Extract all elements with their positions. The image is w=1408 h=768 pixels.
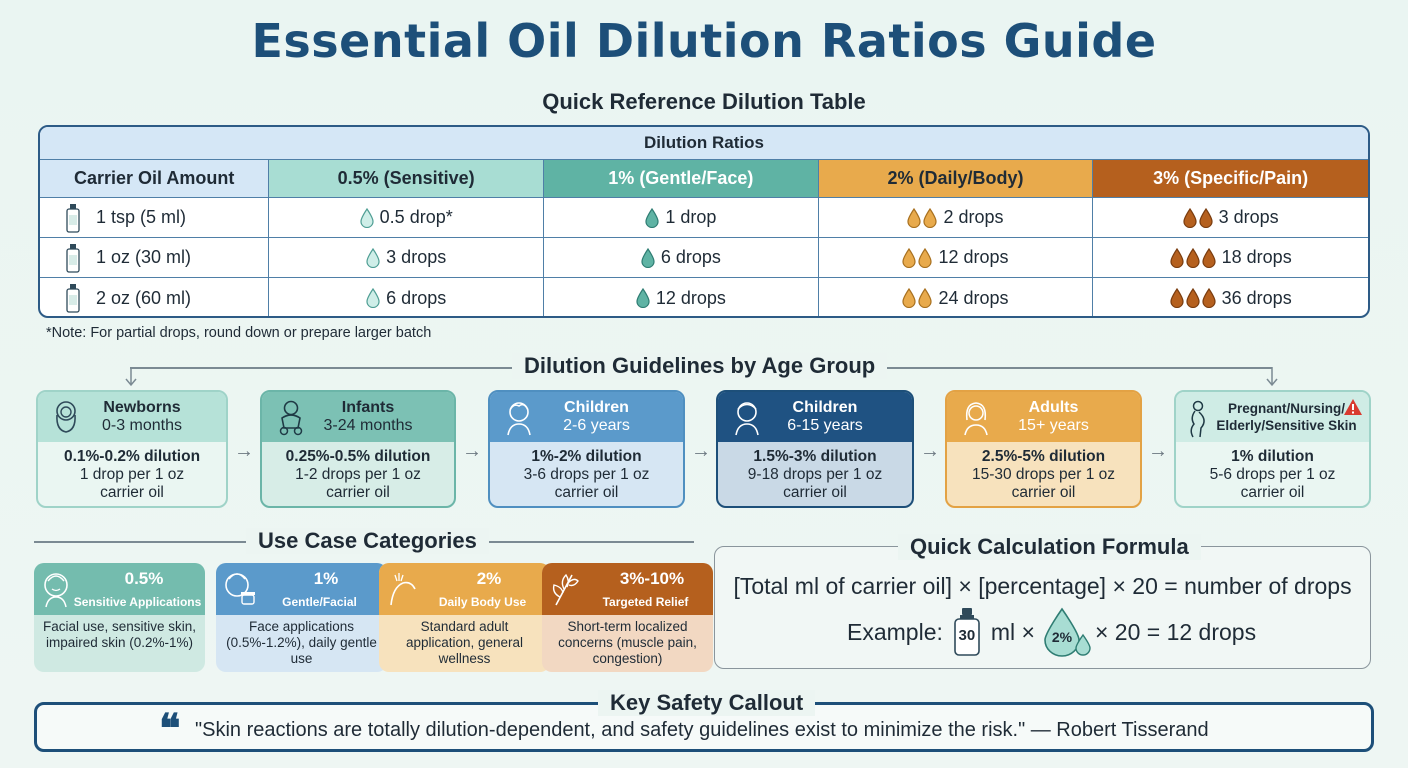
herb-icon bbox=[548, 569, 582, 613]
drops-icon bbox=[1170, 247, 1216, 268]
adult-icon bbox=[961, 400, 991, 441]
use-case-card-daily: 2% Daily Body Use Standard adult applica… bbox=[379, 563, 550, 672]
table-note: *Note: For partial drops, round down or … bbox=[46, 325, 432, 341]
drop-icon bbox=[366, 288, 380, 308]
value-05: 6 drops bbox=[386, 287, 447, 308]
col-header-05: 0.5% (Sensitive) bbox=[269, 160, 544, 198]
arrow-right-icon: → bbox=[920, 440, 940, 462]
table-row: 1 tsp (5 ml) 0.5 drop* 1 drop 2 drops 3 … bbox=[40, 198, 1368, 238]
quote-icon: ❝ bbox=[159, 705, 181, 752]
value-1: 6 drops bbox=[660, 247, 721, 267]
table-group-header: Dilution Ratios bbox=[40, 127, 1368, 160]
body-massage-icon bbox=[385, 569, 419, 613]
arrow-right-icon: → bbox=[462, 440, 482, 462]
table-row: 2 oz (60 ml) 6 drops 12 drops 24 drops 3… bbox=[40, 278, 1368, 316]
child-icon bbox=[504, 400, 534, 441]
bottle-icon bbox=[66, 243, 80, 273]
col-header-3: 3% (Specific/Pain) bbox=[1093, 160, 1368, 198]
col-header-1: 1% (Gentle/Face) bbox=[543, 160, 819, 198]
safety-quote: "Skin reactions are totally dilution-dep… bbox=[195, 719, 1209, 741]
face-care-icon bbox=[40, 569, 74, 613]
page-title: Essential Oil Dilution Ratios Guide bbox=[251, 14, 1157, 68]
infant-icon bbox=[276, 400, 306, 441]
drop-icon bbox=[366, 247, 380, 268]
value-2: 24 drops bbox=[938, 287, 1009, 308]
drops-icon bbox=[1183, 207, 1213, 228]
arrow-right-icon: → bbox=[691, 440, 711, 462]
dilution-table: Dilution Ratios Carrier Oil Amount 0.5% … bbox=[38, 125, 1370, 318]
safety-title: Key Safety Callout bbox=[598, 690, 816, 716]
bottle-icon bbox=[66, 283, 80, 313]
table-title: Quick Reference Dilution Table bbox=[542, 89, 866, 114]
drop-icon bbox=[641, 247, 655, 268]
drop-icon: 2% bbox=[1043, 607, 1091, 657]
carrier-amount: 1 oz (30 ml) bbox=[96, 247, 192, 267]
pregnant-icon bbox=[1186, 400, 1210, 442]
value-3: 36 drops bbox=[1221, 287, 1292, 308]
use-case-card-targeted: 3%-10% Targeted Relief Short-term locali… bbox=[542, 563, 713, 672]
arrow-down-icon bbox=[1266, 367, 1278, 387]
age-card-pregnant-sensitive: Pregnant/Nursing/Elderly/Sensitive Skin … bbox=[1174, 390, 1371, 508]
drop-icon bbox=[360, 207, 374, 228]
value-05: 3 drops bbox=[386, 247, 447, 267]
col-header-2: 2% (Daily/Body) bbox=[818, 160, 1094, 198]
drops-icon bbox=[902, 288, 933, 308]
child-icon bbox=[732, 400, 762, 441]
arrow-right-icon: → bbox=[234, 440, 254, 462]
table-header-row: Carrier Oil Amount 0.5% (Sensitive) 1% (… bbox=[40, 160, 1368, 198]
age-section-title: Dilution Guidelines by Age Group bbox=[512, 353, 888, 379]
age-card-children-older: Children 6-15 years 1.5%-3% dilution 9-18… bbox=[716, 390, 914, 508]
value-1: 12 drops bbox=[655, 287, 726, 308]
arrow-down-icon bbox=[125, 367, 137, 387]
arrow-right-icon: → bbox=[1148, 440, 1168, 462]
formula-example: Example: 30 ml × 2% × 20 = 12 drops bbox=[847, 607, 1256, 657]
age-card-infants: Infants 3-24 months 0.25%-0.5% dilution 1… bbox=[260, 390, 456, 508]
value-2: 12 drops bbox=[938, 247, 1009, 267]
drops-icon bbox=[907, 207, 938, 228]
bottle-icon: 30 bbox=[953, 607, 981, 657]
use-case-card-sensitive: 0.5% Sensitive Applications Facial use, … bbox=[34, 563, 205, 672]
formula-title: Quick Calculation Formula bbox=[898, 534, 1201, 560]
use-case-card-gentle: 1% Gentle/Facial Face applications (0.5%… bbox=[216, 563, 387, 672]
baby-swaddle-icon bbox=[52, 400, 80, 439]
age-card-adults: Adults 15+ years 2.5%-5% dilution 15-30 d… bbox=[945, 390, 1142, 508]
value-05: 0.5 drop* bbox=[379, 207, 453, 227]
age-card-children-young: Children 2-6 years 1%-2% dilution 3-6 dro… bbox=[488, 390, 685, 508]
drop-icon bbox=[645, 207, 659, 228]
use-case-title: Use Case Categories bbox=[246, 528, 489, 554]
drops-icon bbox=[902, 247, 933, 268]
value-3: 3 drops bbox=[1218, 207, 1279, 227]
table-row: 1 oz (30 ml) 3 drops 6 drops 12 drops 18… bbox=[40, 238, 1368, 278]
drops-icon bbox=[1170, 288, 1216, 308]
value-2: 2 drops bbox=[943, 207, 1004, 227]
carrier-amount: 2 oz (60 ml) bbox=[96, 287, 192, 308]
age-card-newborns: Newborns 0-3 months 0.1%-0.2% dilution 1 … bbox=[36, 390, 228, 508]
formula-box: [Total ml of carrier oil] × [percentage]… bbox=[714, 546, 1371, 669]
formula-equation: [Total ml of carrier oil] × [percentage]… bbox=[733, 573, 1352, 599]
carrier-amount: 1 tsp (5 ml) bbox=[96, 207, 187, 227]
face-cream-icon bbox=[222, 569, 256, 613]
warning-icon bbox=[1343, 398, 1363, 420]
bottle-icon bbox=[66, 203, 80, 233]
drop-icon bbox=[636, 288, 650, 308]
col-header-carrier: Carrier Oil Amount bbox=[40, 160, 270, 198]
value-3: 18 drops bbox=[1221, 247, 1292, 267]
value-1: 1 drop bbox=[665, 207, 717, 227]
